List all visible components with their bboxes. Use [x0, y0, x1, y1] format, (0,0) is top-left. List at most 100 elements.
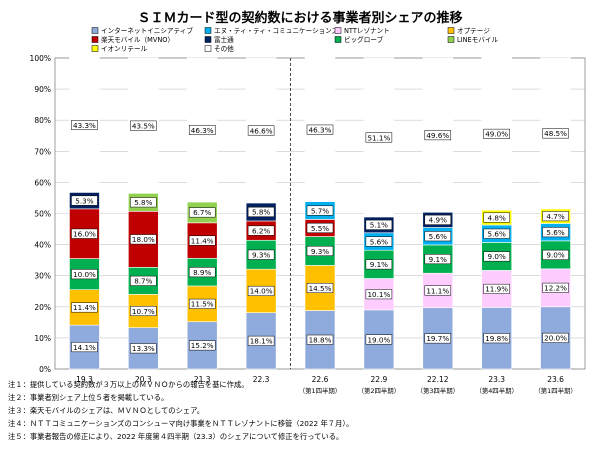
data-label-box [130, 275, 157, 286]
data-label: 19.7% [426, 334, 449, 343]
legend-label: オプテージ [457, 27, 490, 35]
data-label-box [188, 267, 216, 278]
data-label-box [424, 231, 452, 242]
data-label: 46.6% [250, 126, 273, 135]
legend-swatch [447, 36, 455, 43]
data-label-box [247, 335, 275, 346]
y-tick-label: 90% [34, 85, 51, 94]
y-tick-label: 40% [34, 241, 51, 250]
footnote-5: 注５：事業者報告の修正により、2022 年度第４四半期（23.3）のシェアについ… [8, 432, 343, 441]
legend-item: その他 [204, 44, 234, 53]
data-label: 5.6% [546, 228, 564, 237]
x-tick-label: 22.9 [371, 375, 388, 384]
data-label: 49.6% [426, 131, 449, 140]
data-label: 43.5% [132, 121, 155, 130]
data-label: 48.5% [544, 129, 567, 138]
x-tick-label: 22.12 [427, 375, 449, 384]
data-label: 12.2% [544, 284, 567, 293]
legend-label: イオンリテール [101, 45, 148, 53]
data-label-box [71, 302, 98, 313]
legend-label: 楽天モバイル（MVNO） [101, 35, 174, 44]
data-label-box [71, 120, 98, 131]
x-tick-note: （第1四半期） [534, 386, 576, 395]
bar-22-9: 19.0% 10.1% 9.1% 5.6% 5.1% 51.1% [363, 57, 395, 370]
x-tick-note: （第1四半期） [299, 386, 341, 395]
data-label: 18.1% [250, 337, 273, 346]
bar-23-3: 19.8% 11.9% 9.0% 5.6% 4.8% 49.0% [481, 57, 512, 370]
y-tick-label: 50% [34, 210, 51, 219]
y-tick-label: 60% [34, 178, 51, 187]
data-label-box [71, 269, 98, 280]
footnote-2: 注２：事業者別シェア上位５者を掲載している。 [8, 393, 168, 402]
data-label-box [188, 235, 216, 246]
footnote-4: 注４：ＮＴＴコミュニケーションズのコンシューマ向け事業をＮＴＴレゾナントに移管（… [8, 419, 353, 428]
data-label-box [130, 305, 157, 316]
legend-item: LINEモバイル [447, 36, 498, 44]
data-label-box [306, 124, 334, 135]
legend-label: その他 [214, 44, 234, 53]
bar-23-6: 20.0% 12.2% 9.0% 5.6% 4.7% 48.5% [540, 57, 571, 370]
data-label: 18.8% [309, 336, 332, 345]
legend-swatch [334, 27, 342, 34]
bar-19-3: 14.1% 11.4% 10.0% 16.0% 5.3% 43.3% [69, 57, 100, 370]
legend-item: エヌ・ティ・ティ・コミュニケーションズ [204, 26, 339, 35]
bar-22-12: 19.7% 11.1% 9.1% 5.6% 4.9% 49.6% [422, 57, 454, 370]
data-label-box [365, 259, 393, 270]
bars: 14.1% 11.4% 10.0% 16.0% 5.3% 43.3% 13.3% 10.7% 8… [69, 57, 571, 370]
data-label: 5.6% [370, 237, 388, 246]
data-label-box [188, 124, 216, 135]
data-label-box [483, 251, 510, 262]
footnote-3: 注３：楽天モバイルのシェアは、ＭＶＮＯとしてのシェア。 [8, 406, 204, 415]
footnotes: 注１：提供している契約数が３万以上のＭＶＮＯからの報告を基に作成。 注２：事業者… [8, 380, 353, 441]
data-label-box [424, 333, 452, 344]
legend-swatch [91, 27, 99, 34]
data-label-box [306, 334, 334, 345]
data-label-box [247, 225, 275, 236]
legend-swatch [204, 45, 212, 52]
legend-swatch [334, 36, 342, 43]
data-label-box [306, 282, 334, 293]
data-label-box [424, 285, 452, 296]
legend-item: NTTレゾナント [334, 27, 390, 35]
legend-item: オプテージ [447, 27, 490, 35]
data-label-box [365, 132, 393, 143]
legend-item: インターネットイニシアティブ [91, 26, 193, 35]
x-tick-label: 20.3 [135, 375, 152, 384]
data-label: 5.6% [488, 230, 506, 239]
data-label-box [71, 195, 98, 206]
x-axis: 19.3 20.3 21.3 22.3 22.6 （第1四半期） 22.9 （第2四半期） 22… [76, 375, 577, 395]
legend: インターネットイニシアティブ エヌ・ティ・ティ・コミュニケーションズ NTTレゾナン… [91, 26, 498, 53]
data-label-box [424, 130, 452, 141]
data-label: 15.2% [191, 341, 214, 350]
data-label-box [306, 222, 334, 233]
data-label-box [71, 342, 98, 353]
x-tick-label: 22.3 [253, 375, 270, 384]
data-label-box [71, 228, 98, 239]
data-label: 9.1% [429, 255, 447, 264]
legend-swatch [91, 45, 99, 52]
chart-title: ＳＩＭカード型の契約数における事業者別シェアの推移 [137, 10, 462, 26]
data-label: 11.1% [426, 286, 449, 295]
data-label: 19.8% [485, 334, 508, 343]
data-label: 20.0% [544, 334, 567, 343]
data-label: 11.4% [73, 303, 96, 312]
data-label: 46.3% [309, 125, 332, 134]
bar-20-3: 13.3% 10.7% 8.7% 18.0% 5.8% 43.5% [128, 57, 159, 370]
data-label-box [483, 212, 510, 223]
data-label: 10.1% [367, 290, 390, 299]
data-label-box [247, 249, 275, 260]
y-tick-label: 30% [34, 272, 51, 281]
data-label-box [542, 332, 569, 343]
data-label: 8.7% [134, 277, 152, 286]
data-label: 9.3% [311, 247, 329, 256]
data-label-box [542, 128, 569, 139]
data-label: 6.7% [193, 208, 211, 217]
data-label-box [188, 207, 216, 218]
legend-label: インターネットイニシアティブ [101, 26, 193, 35]
y-axis: 0% 10% 20% 30% 40% 50% 60% 70% 80% 90% 100% [30, 54, 51, 374]
data-label-box [424, 254, 452, 265]
x-tick-note: （第2四半期） [358, 386, 400, 395]
data-label: 9.0% [488, 252, 506, 261]
data-label: 5.1% [370, 221, 388, 230]
data-label-box [365, 334, 393, 345]
